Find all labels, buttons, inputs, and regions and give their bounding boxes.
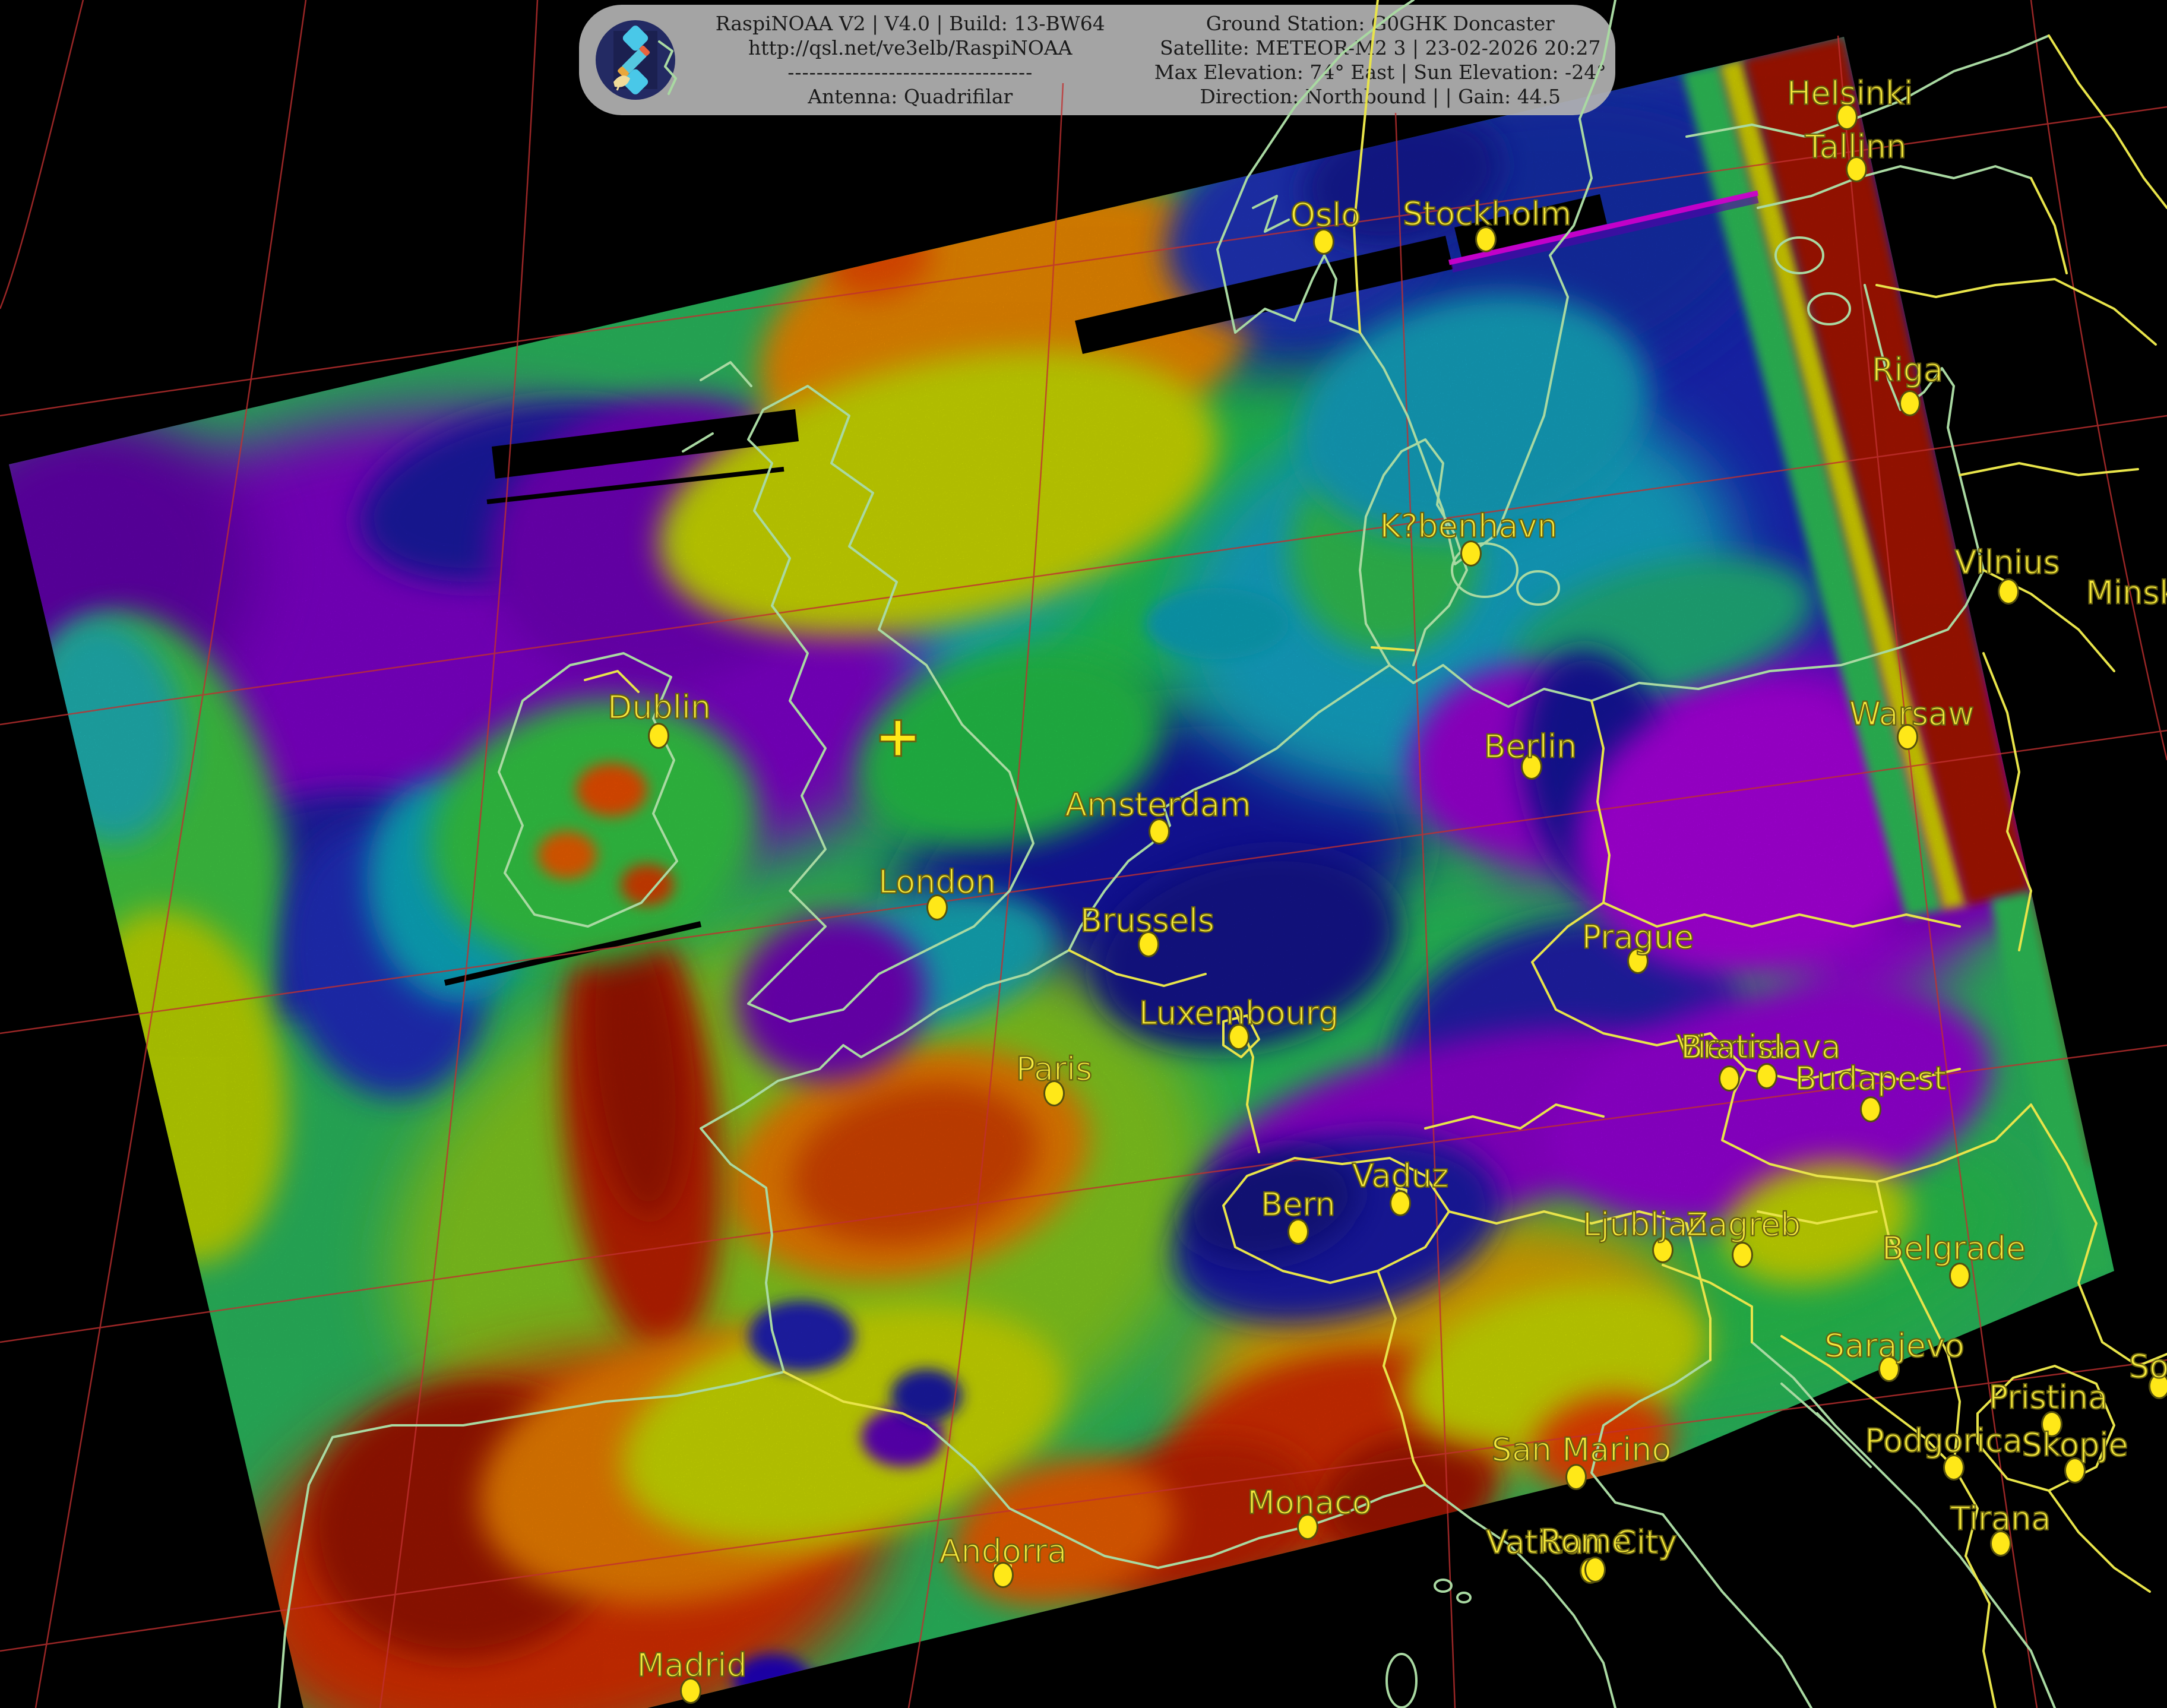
city-dot-madrid — [680, 1678, 701, 1704]
city-dot-zagreb — [1732, 1242, 1753, 1268]
city-dot-san-marino — [1565, 1464, 1587, 1490]
city-label-london: London — [878, 862, 996, 901]
city-label-podgorica: Podgorica — [1864, 1421, 2023, 1460]
city-label-tirana: Tirana — [1950, 1499, 2051, 1538]
city-dot-berlin — [1521, 754, 1542, 780]
city-label-rome: Rome — [1539, 1522, 1632, 1560]
city-label-vienna: Vienna — [1675, 1027, 1787, 1066]
city-dot-monaco — [1297, 1514, 1318, 1540]
city-label-pristina: Pristina — [1988, 1378, 2109, 1416]
app-url: http://qsl.net/ve3elb/RaspiNOAA — [748, 36, 1073, 59]
city-dot-belgrade — [1949, 1263, 1970, 1289]
data-gap-bars — [444, 190, 1759, 986]
city-label-amsterdam: Amsterdam — [1064, 785, 1251, 824]
city-dot-bratislava — [1756, 1063, 1777, 1089]
city-label-vaduz: Vaduz — [1352, 1156, 1450, 1195]
antenna-info: Antenna: Quadrifilar — [808, 85, 1013, 108]
elevation-info: Max Elevation: 74° East | Sun Elevation:… — [1154, 61, 1606, 84]
city-dot-luxembourg — [1228, 1024, 1249, 1050]
city-dot-riga — [1899, 390, 1921, 416]
city-dot-podgorica — [1943, 1454, 1964, 1481]
city-label-warsaw: Warsaw — [1849, 694, 1975, 733]
city-dot-paris — [1043, 1080, 1065, 1106]
city-label-vilnius: Vilnius — [1954, 543, 2061, 581]
city-label-luxembourg: Luxembourg — [1138, 994, 1340, 1032]
city-dot-rome — [1584, 1557, 1606, 1583]
city-dot-oslo — [1313, 229, 1334, 255]
city-label-minsk: Minsk — [2085, 573, 2167, 612]
city-label-dublin: Dublin — [607, 688, 712, 726]
city-dot-london — [926, 894, 948, 921]
city-label-monaco: Monaco — [1247, 1483, 1372, 1522]
satellite-pass-info: Satellite: METEOR-M2 3 | 23-02-2026 20:2… — [1160, 36, 1601, 59]
direction-gain-info: Direction: Northbound | | Gain: 44.5 — [1200, 85, 1561, 108]
city-label-paris: Paris — [1016, 1049, 1093, 1088]
city-label-riga: Riga — [1871, 350, 1944, 389]
city-dot-vienna — [1719, 1065, 1740, 1092]
city-label-budapest: Budapest — [1794, 1059, 1947, 1097]
city-label-skopje: Skopje — [2021, 1425, 2128, 1464]
city-dot-dublin — [648, 723, 669, 749]
satellite-icon — [613, 26, 657, 94]
city-dot-prague — [1627, 948, 1649, 974]
city-dot-tirana — [1990, 1530, 2011, 1557]
city-label-zagreb: Zagreb — [1685, 1205, 1801, 1244]
city-dot-budapest — [1860, 1096, 1881, 1122]
city-dot-k-benhavn — [1460, 540, 1482, 567]
city-dot-sarajevo — [1878, 1356, 1900, 1382]
header-info-box: RaspiNOAA V2 | V4.0 | Build: 13-BW64 htt… — [579, 5, 1615, 115]
city-label-brussels: Brussels — [1080, 901, 1215, 940]
city-dot-andorra — [992, 1562, 1014, 1588]
city-dot-sofia — [2149, 1373, 2167, 1399]
divider-dashes: ---------------------------------- — [787, 61, 1033, 84]
city-dot-bern — [1287, 1219, 1309, 1245]
coastline-borders — [278, 0, 2056, 1708]
city-label-andorra: Andorra — [938, 1532, 1067, 1570]
city-dot-helsinki — [1836, 104, 1858, 130]
raspinoaa-logo — [596, 20, 675, 100]
city-dot-brussels — [1138, 931, 1159, 957]
city-label-sofia: Sofia — [2128, 1347, 2167, 1386]
city-dot-tallinn — [1846, 156, 1867, 182]
city-dot-ljubljana — [1652, 1237, 1674, 1263]
city-label-ljubljana: Ljubljana — [1582, 1205, 1728, 1244]
city-label-bern: Bern — [1260, 1185, 1336, 1223]
header-left-column: RaspiNOAA V2 | V4.0 | Build: 13-BW64 htt… — [675, 11, 1146, 109]
city-label-bratislava: Bratislava — [1680, 1027, 1842, 1066]
city-label-vatican-city: Vatican City — [1485, 1523, 1678, 1561]
city-dot-pristina — [2041, 1411, 2062, 1437]
city-dot-vaduz — [1390, 1190, 1411, 1216]
city-dot-vilnius — [1998, 578, 2019, 605]
city-label-san-marino: San Marino — [1491, 1430, 1672, 1469]
app-version: RaspiNOAA V2 | V4.0 | Build: 13-BW64 — [715, 12, 1105, 35]
city-dot-skopje — [2064, 1457, 2086, 1484]
city-label-oslo: Oslo — [1290, 195, 1362, 234]
city-label-madrid: Madrid — [636, 1646, 748, 1684]
city-dot-warsaw — [1897, 724, 1918, 750]
city-label-stockholm: Stockholm — [1402, 194, 1573, 233]
city-label-helsinki: Helsinki — [1786, 74, 1914, 112]
city-label-prague: Prague — [1581, 918, 1695, 956]
city-dot-stockholm — [1475, 226, 1497, 252]
city-label-tallinn: Tallinn — [1805, 127, 1907, 166]
city-label-berlin: Berlin — [1483, 727, 1578, 766]
city-dot-amsterdam — [1149, 818, 1170, 844]
city-label-belgrade: Belgrade — [1881, 1229, 2027, 1267]
header-right-column: Ground Station: G0GHK Doncaster Satellit… — [1146, 11, 1616, 109]
city-label-k-benhavn: K?benhavn — [1379, 507, 1558, 545]
country-borders — [584, 0, 2167, 1708]
city-label-sarajevo: Sarajevo — [1824, 1326, 1965, 1365]
